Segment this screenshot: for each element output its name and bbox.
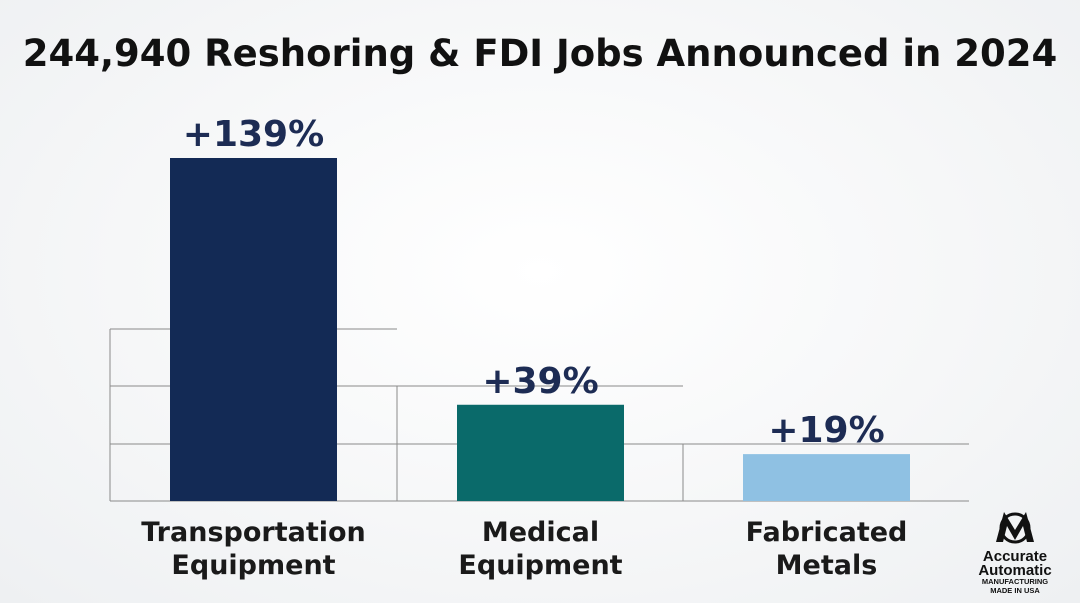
bar-medical-equipment [457, 404, 624, 501]
logo-line-accurate: Accurate [983, 548, 1047, 565]
logo-line-manufacturing: MANUFACTURING [982, 577, 1048, 586]
category-label-transportation-equipment: Transportation [141, 517, 366, 548]
data-labels: +139% +39% +19% [183, 114, 885, 451]
category-label-medical-equipment: Equipment [458, 550, 622, 581]
data-label-transportation-equipment: +139% [183, 114, 324, 155]
category-label-transportation-equipment: Equipment [171, 550, 335, 581]
category-label-medical-equipment: Medical [482, 517, 599, 548]
category-label-fabricated-metals: Metals [776, 550, 878, 581]
category-labels: TransportationEquipmentMedicalEquipmentF… [141, 517, 907, 581]
company-logo: Accurate Automatic MANUFACTURING MADE IN… [978, 512, 1052, 595]
logo-mark-icon [996, 512, 1034, 544]
logo-line-made-in-usa: MADE IN USA [990, 586, 1040, 595]
bar-transportation-equipment [170, 158, 337, 501]
data-label-fabricated-metals: +19% [768, 410, 884, 451]
bars [170, 158, 910, 501]
bar-fabricated-metals [743, 454, 910, 501]
chart-title: 244,940 Reshoring & FDI Jobs Announced i… [23, 32, 1057, 75]
data-label-medical-equipment: +39% [482, 361, 598, 402]
logo-line-automatic: Automatic [978, 562, 1051, 579]
category-label-fabricated-metals: Fabricated [746, 517, 908, 548]
